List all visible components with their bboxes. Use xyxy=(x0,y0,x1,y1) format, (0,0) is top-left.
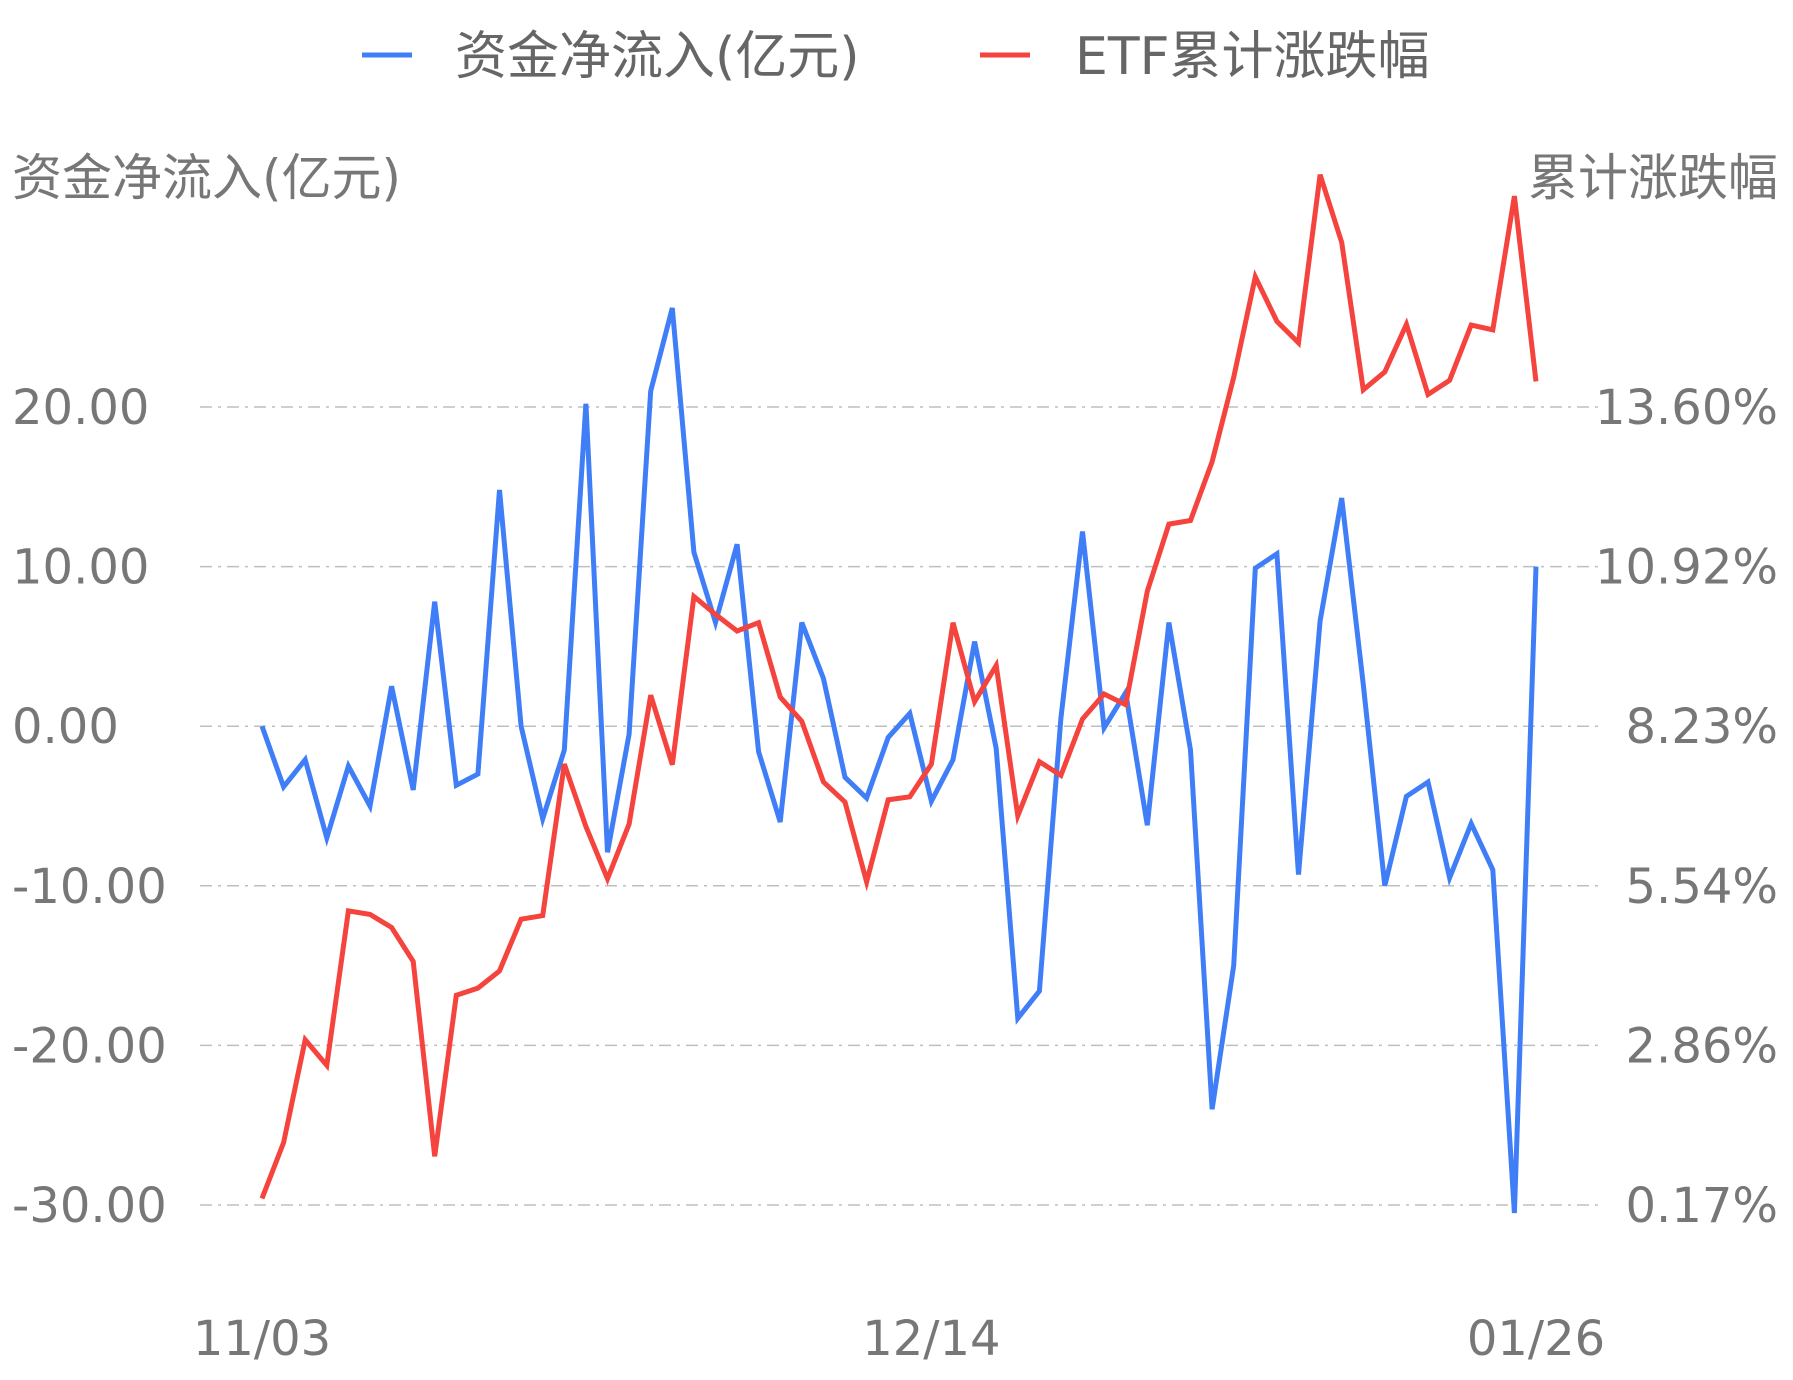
right-tick-label: 10.92% xyxy=(1595,540,1778,596)
left-tick-label: 20.00 xyxy=(12,380,149,436)
series-line-etf-change xyxy=(259,173,1539,1200)
legend: 资金净流入(亿元) ETF累计涨跌幅 xyxy=(362,27,1430,87)
x-tick-label: 11/03 xyxy=(193,1311,331,1367)
right-tick-label: 0.17% xyxy=(1626,1178,1778,1234)
left-tick-label: -20.00 xyxy=(12,1018,167,1074)
left-tick-label: -30.00 xyxy=(12,1178,167,1234)
legend-label-net-inflow: 资金净流入(亿元) xyxy=(455,27,860,87)
left-tick-label: 0.00 xyxy=(12,699,119,755)
series-line-net-inflow xyxy=(259,307,1539,1214)
legend-label-etf-change: ETF累计涨跌幅 xyxy=(1075,27,1430,87)
gridlines xyxy=(200,406,1600,1206)
right-axis-title: 累计涨跌幅 xyxy=(1528,149,1778,207)
left-axis-ticks: 20.00 10.00 0.00 -10.00 -20.00 -30.00 xyxy=(12,380,167,1234)
x-tick-label: 01/26 xyxy=(1467,1311,1605,1367)
right-tick-label: 8.23% xyxy=(1626,699,1778,755)
left-axis-title: 资金净流入(亿元) xyxy=(12,149,401,207)
x-axis-ticks: 11/03 12/14 01/26 xyxy=(193,1311,1605,1367)
left-tick-label: 10.00 xyxy=(12,540,149,596)
series-group xyxy=(259,173,1539,1214)
x-tick-label: 12/14 xyxy=(862,1311,1000,1367)
right-tick-label: 2.86% xyxy=(1626,1018,1778,1074)
right-axis-ticks: 13.60% 10.92% 8.23% 5.54% 2.86% 0.17% xyxy=(1595,380,1778,1234)
right-tick-label: 5.54% xyxy=(1626,859,1778,915)
right-tick-label: 13.60% xyxy=(1595,380,1778,436)
left-tick-label: -10.00 xyxy=(12,859,167,915)
